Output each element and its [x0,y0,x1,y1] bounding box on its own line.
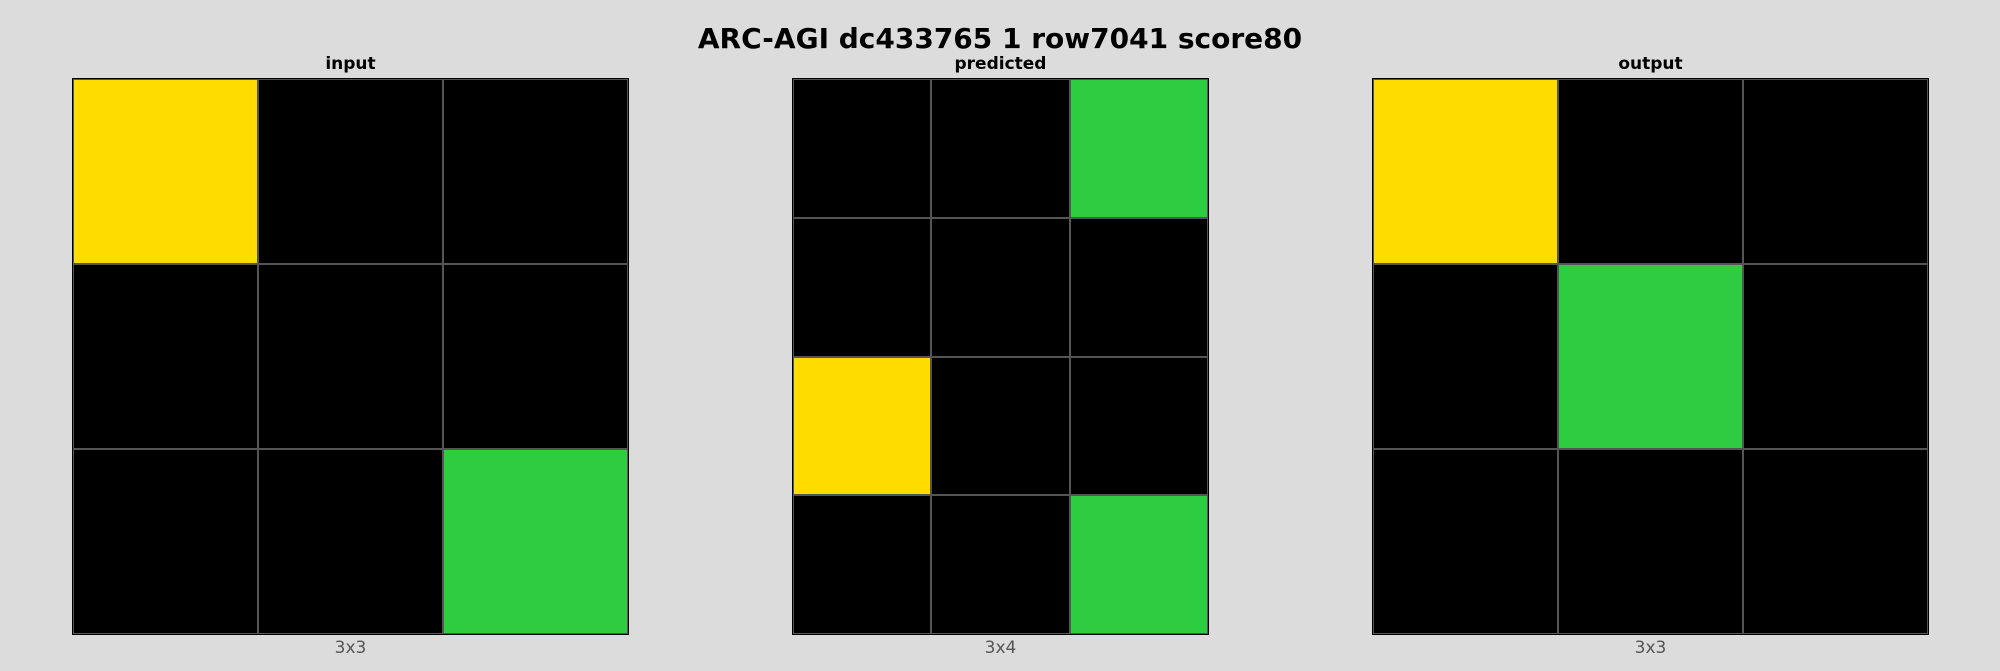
grid-cell-green [1069,495,1208,634]
grid-cell-black [1558,79,1743,264]
grid-cell-black [793,495,932,634]
grid-cell-black [1373,264,1558,449]
grid-cell-black [73,264,258,449]
grid-cell-black [1558,449,1743,634]
input-grid [72,78,629,635]
grid-cell-black [443,264,628,449]
grid-cell-black [258,79,443,264]
grid-cell-black [1743,79,1928,264]
figure-title: ARC-AGI dc433765 1 row7041 score80 [697,22,1303,55]
grid-cell-black [443,79,628,264]
grid-cell-black [73,449,258,634]
grid-cell-black [793,217,932,357]
predicted-panel: predicted 3x4 [792,54,1209,664]
grid-cell-black [258,264,443,449]
input-panel-title: input [325,54,376,74]
grid-cell-black [1069,356,1208,496]
grid-cell-green [1069,79,1208,218]
grid-cell-green [1558,264,1743,449]
predicted-panel-title: predicted [954,54,1047,74]
predicted-size-label: 3x4 [984,638,1017,658]
grid-cell-black [1069,217,1208,357]
grid-cell-black [1373,449,1558,634]
output-grid [1372,78,1929,635]
output-panel-title: output [1618,54,1683,74]
grid-cell-black [931,217,1070,357]
grid-cell-green [443,449,628,634]
grid-cell-black [1743,449,1928,634]
grid-cell-black [931,356,1070,496]
input-size-label: 3x3 [334,638,367,658]
grid-cell-black [931,495,1070,634]
grid-cell-yellow [793,356,932,496]
output-size-label: 3x3 [1634,638,1667,658]
grid-cell-black [1743,264,1928,449]
grid-cell-yellow [73,79,258,264]
grid-cell-black [931,79,1070,218]
grid-cell-yellow [1373,79,1558,264]
input-panel: input 3x3 [72,54,629,664]
grid-cell-black [258,449,443,634]
grid-cell-black [793,79,932,218]
predicted-grid [792,78,1209,635]
output-panel: output 3x3 [1372,54,1929,664]
